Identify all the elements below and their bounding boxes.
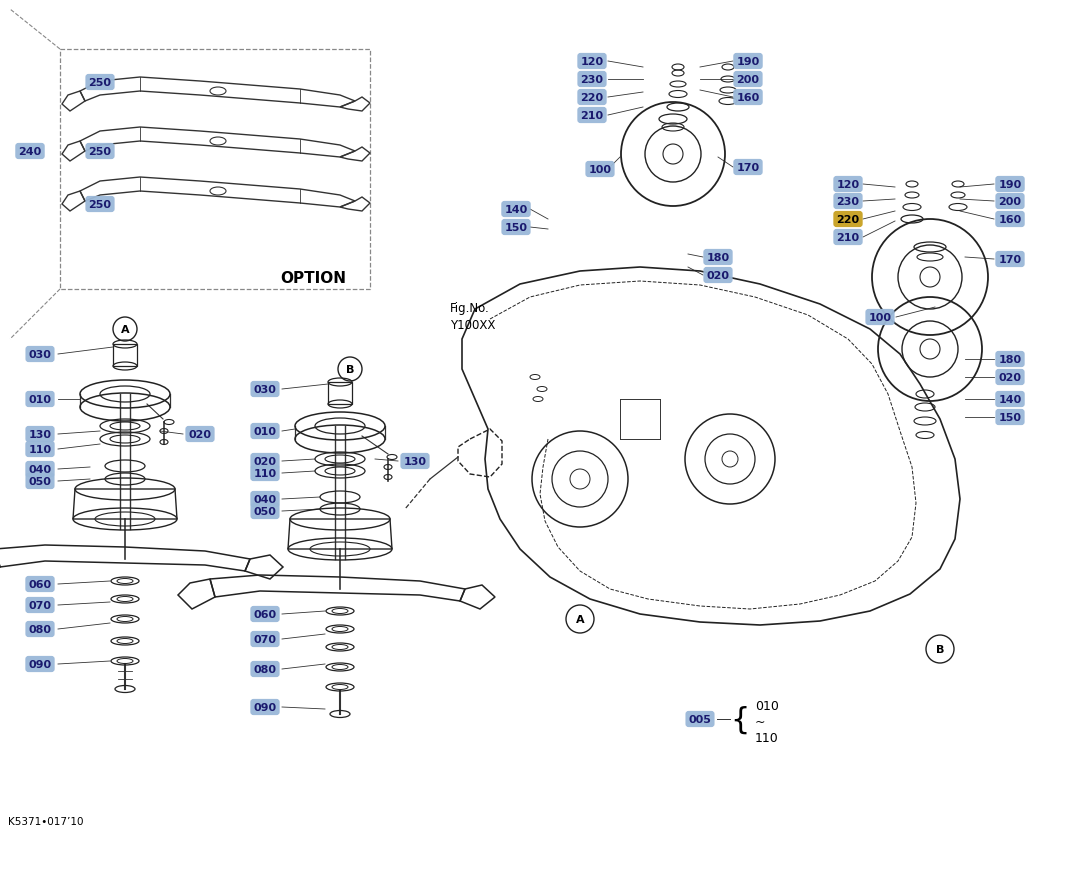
Text: 020: 020 — [999, 373, 1022, 383]
Text: 210: 210 — [836, 232, 860, 243]
Text: 130: 130 — [28, 429, 52, 440]
Text: 080: 080 — [254, 664, 276, 674]
Text: 100: 100 — [868, 313, 891, 323]
Text: Y100XX: Y100XX — [450, 318, 496, 331]
Text: 250: 250 — [89, 199, 111, 210]
Text: B: B — [935, 645, 944, 654]
Text: 040: 040 — [254, 494, 276, 504]
Text: 110: 110 — [755, 730, 779, 744]
Text: 030: 030 — [28, 350, 52, 359]
Text: 090: 090 — [28, 659, 52, 670]
Text: 160: 160 — [998, 215, 1022, 224]
Text: 120: 120 — [836, 180, 860, 190]
Text: 190: 190 — [998, 180, 1022, 190]
Text: 020: 020 — [254, 457, 276, 467]
Text: 150: 150 — [999, 412, 1022, 423]
Text: ~: ~ — [755, 714, 766, 728]
Text: 160: 160 — [737, 93, 759, 103]
Text: 190: 190 — [737, 57, 759, 67]
Text: OPTION: OPTION — [280, 270, 346, 285]
Text: 060: 060 — [254, 610, 276, 620]
Text: 240: 240 — [18, 147, 42, 156]
Text: 010: 010 — [755, 699, 779, 712]
Text: 070: 070 — [254, 634, 276, 645]
Text: 050: 050 — [28, 477, 52, 486]
Text: A: A — [576, 614, 584, 624]
Text: 220: 220 — [836, 215, 860, 224]
Text: 140: 140 — [504, 205, 528, 215]
Text: 130: 130 — [404, 457, 427, 467]
Text: 180: 180 — [998, 355, 1022, 365]
Text: 020: 020 — [706, 271, 729, 281]
Text: 080: 080 — [28, 624, 52, 634]
Text: 030: 030 — [254, 384, 276, 394]
Text: 180: 180 — [706, 253, 730, 263]
Text: 050: 050 — [254, 506, 276, 517]
Text: 120: 120 — [580, 57, 604, 67]
Text: 230: 230 — [837, 197, 860, 207]
Text: K5371•017’10: K5371•017’10 — [8, 816, 83, 826]
Bar — [113, 344, 137, 367]
Text: 060: 060 — [28, 579, 52, 589]
Text: 110: 110 — [28, 444, 52, 454]
Text: 020: 020 — [189, 429, 212, 440]
Bar — [328, 383, 352, 405]
Text: 200: 200 — [737, 75, 759, 85]
Text: 250: 250 — [89, 78, 111, 88]
Text: 250: 250 — [89, 147, 111, 156]
Text: 005: 005 — [689, 714, 712, 724]
Text: {: { — [730, 704, 750, 734]
Text: 090: 090 — [254, 702, 276, 713]
Text: 170: 170 — [737, 163, 759, 173]
Text: 170: 170 — [998, 255, 1022, 265]
Text: A: A — [121, 325, 130, 334]
Text: Fig.No.: Fig.No. — [450, 301, 489, 314]
Text: 040: 040 — [28, 465, 52, 475]
Text: 010: 010 — [254, 426, 276, 436]
Text: 100: 100 — [589, 164, 611, 175]
Text: 230: 230 — [581, 75, 604, 85]
Text: 200: 200 — [999, 197, 1022, 207]
Text: 070: 070 — [28, 601, 52, 611]
Text: 010: 010 — [28, 394, 52, 405]
Text: 110: 110 — [254, 468, 276, 478]
Text: 220: 220 — [580, 93, 604, 103]
Text: B: B — [346, 365, 354, 375]
Text: 150: 150 — [504, 223, 527, 232]
Text: 210: 210 — [580, 111, 604, 121]
Text: 140: 140 — [998, 394, 1022, 405]
